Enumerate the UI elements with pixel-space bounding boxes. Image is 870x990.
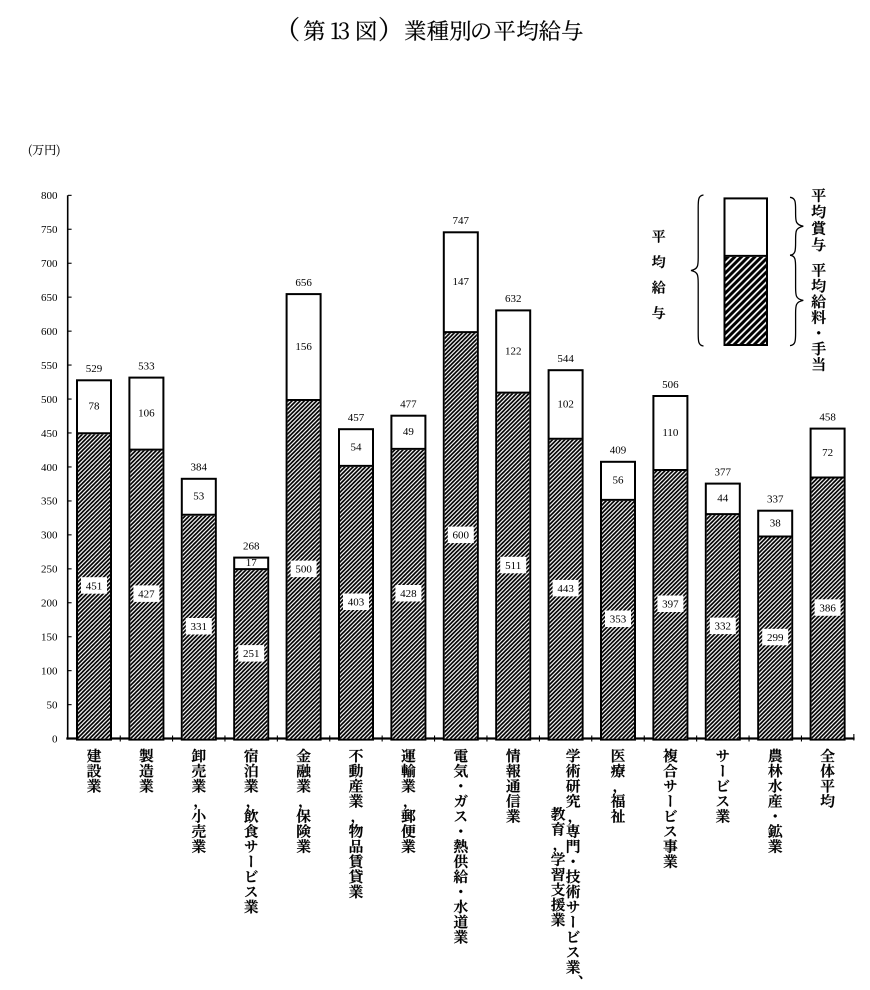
svg-text:147: 147 (453, 276, 470, 288)
svg-text:337: 337 (767, 494, 784, 506)
svg-text:700: 700 (41, 258, 58, 270)
svg-text:428: 428 (400, 588, 417, 600)
svg-text:106: 106 (138, 407, 155, 419)
svg-text:331: 331 (191, 621, 208, 633)
svg-text:500: 500 (295, 564, 312, 576)
svg-text:443: 443 (557, 583, 574, 595)
svg-text:400: 400 (41, 462, 58, 474)
svg-text:377: 377 (715, 466, 732, 478)
svg-text:656: 656 (295, 277, 312, 289)
svg-text:500: 500 (41, 394, 58, 406)
svg-text:650: 650 (41, 292, 58, 304)
svg-text:458: 458 (819, 411, 836, 423)
svg-text:17: 17 (246, 557, 258, 569)
svg-text:550: 550 (41, 360, 58, 372)
svg-text:386: 386 (819, 602, 836, 614)
svg-text:506: 506 (662, 379, 679, 391)
svg-text:511: 511 (505, 560, 521, 572)
svg-text:800: 800 (41, 190, 58, 202)
svg-text:397: 397 (662, 599, 679, 611)
svg-text:38: 38 (770, 517, 782, 529)
svg-text:747: 747 (453, 215, 470, 227)
svg-text:300: 300 (41, 530, 58, 542)
svg-text:544: 544 (557, 353, 574, 365)
svg-text:50: 50 (47, 699, 59, 711)
svg-text:409: 409 (610, 445, 627, 457)
svg-text:268: 268 (243, 540, 260, 552)
svg-text:451: 451 (86, 580, 103, 592)
svg-text:600: 600 (453, 530, 470, 542)
svg-text:54: 54 (351, 441, 363, 453)
svg-text:110: 110 (662, 427, 679, 439)
svg-text:477: 477 (400, 399, 417, 411)
svg-text:450: 450 (41, 428, 58, 440)
svg-text:200: 200 (41, 598, 58, 610)
svg-text:350: 350 (41, 496, 58, 508)
svg-text:100: 100 (41, 666, 58, 678)
svg-text:632: 632 (505, 293, 522, 305)
svg-text:0: 0 (52, 733, 58, 745)
svg-text:156: 156 (295, 341, 312, 353)
svg-text:384: 384 (191, 462, 208, 474)
svg-text:353: 353 (610, 614, 627, 626)
svg-text:53: 53 (193, 491, 205, 503)
svg-text:250: 250 (41, 564, 58, 576)
svg-text:529: 529 (86, 363, 103, 375)
svg-text:150: 150 (41, 632, 58, 644)
svg-text:102: 102 (557, 398, 574, 410)
svg-text:427: 427 (138, 588, 155, 600)
svg-text:533: 533 (138, 360, 155, 372)
svg-text:49: 49 (403, 426, 415, 438)
svg-text:78: 78 (89, 401, 101, 413)
svg-text:56: 56 (613, 475, 625, 487)
svg-text:299: 299 (767, 632, 784, 644)
svg-text:750: 750 (41, 224, 58, 236)
svg-text:44: 44 (717, 493, 729, 505)
svg-text:600: 600 (41, 326, 58, 338)
svg-text:403: 403 (348, 597, 365, 609)
svg-text:122: 122 (505, 345, 522, 357)
svg-text:457: 457 (348, 412, 365, 424)
svg-text:72: 72 (822, 447, 833, 459)
svg-text:332: 332 (715, 621, 732, 633)
svg-text:251: 251 (243, 648, 260, 660)
